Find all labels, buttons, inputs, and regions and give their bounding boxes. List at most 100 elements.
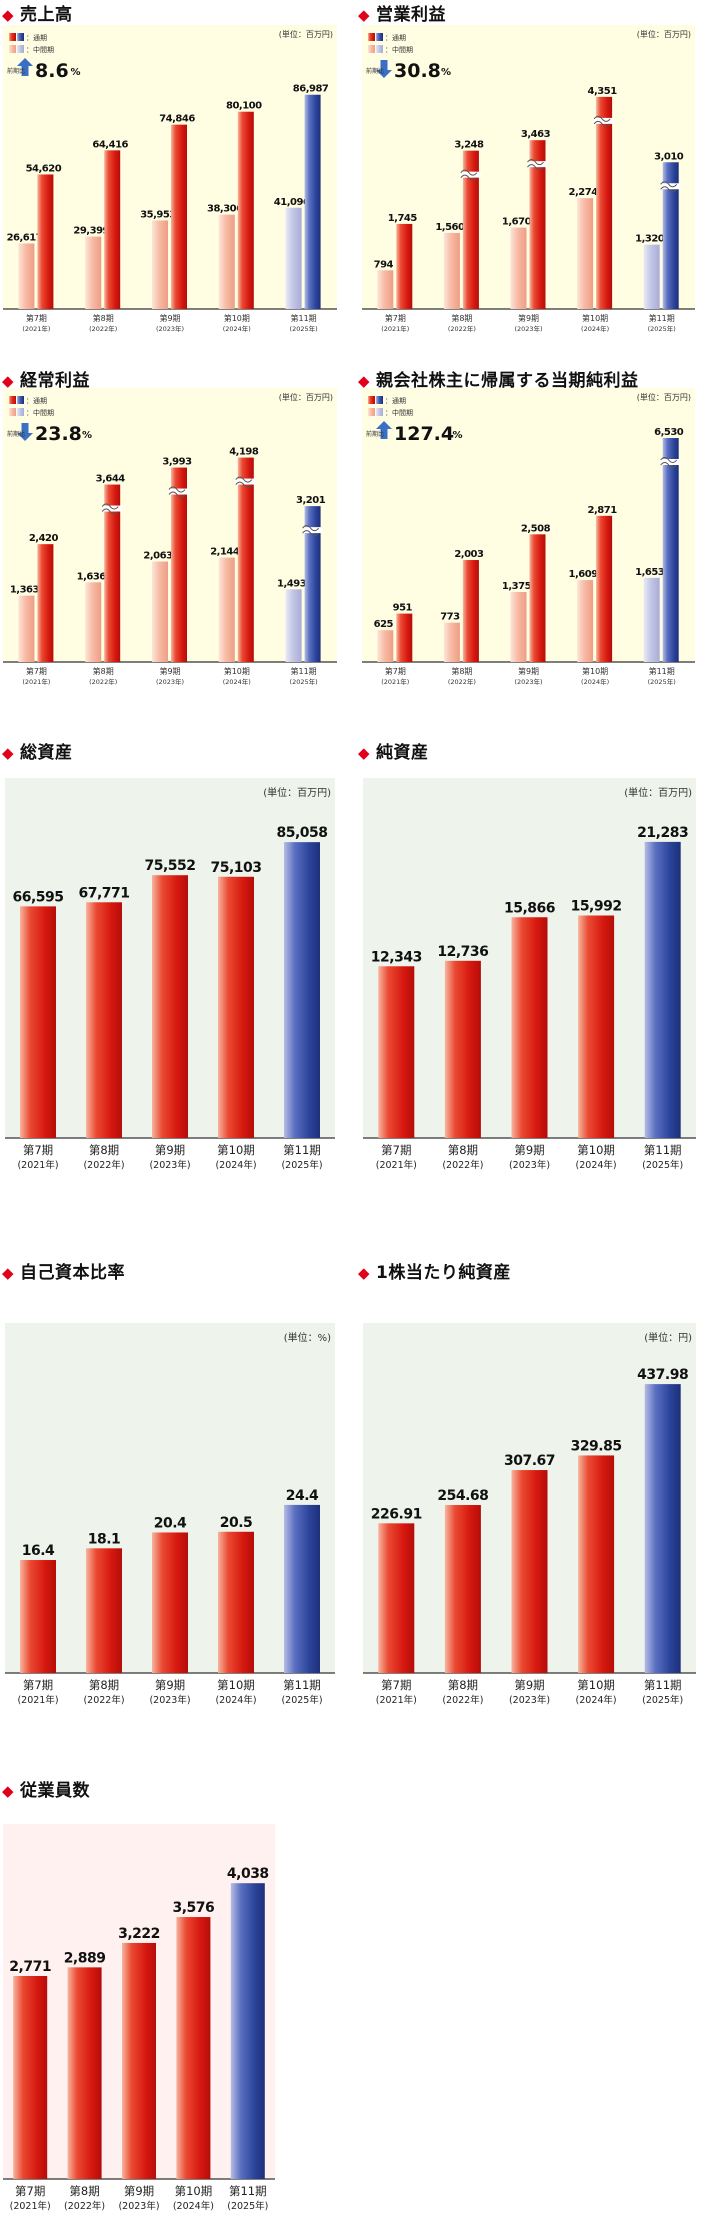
change-label: 前期比 bbox=[366, 430, 384, 438]
x-tick-year: (2023年) bbox=[156, 324, 184, 333]
panel-title: ◆ 営業利益 bbox=[358, 5, 447, 25]
bar bbox=[13, 1976, 48, 2179]
data-label: 2,889 bbox=[64, 1950, 106, 1966]
legend-swatch-red bbox=[9, 408, 16, 416]
x-tick-label: 第11期 bbox=[644, 1678, 682, 1692]
legend-label: ：通期 bbox=[26, 396, 47, 405]
x-tick-year: (2024年) bbox=[223, 324, 251, 333]
bar-interim bbox=[577, 580, 594, 662]
x-tick-year: (2022年) bbox=[89, 677, 117, 686]
arrow-up-icon bbox=[17, 58, 33, 76]
x-tick-label: 第10期 bbox=[217, 1678, 255, 1692]
data-label-interim: 1,493 bbox=[277, 578, 307, 589]
data-label: 307.67 bbox=[504, 1453, 555, 1469]
data-label: 20.5 bbox=[220, 1515, 253, 1531]
legend-label: ：中間期 bbox=[26, 45, 54, 54]
change-value: 23.8 bbox=[35, 423, 82, 445]
x-tick-year: (2022年) bbox=[89, 324, 117, 333]
data-label: 24.4 bbox=[286, 1488, 319, 1504]
panel-title: ◆ 自己資本比率 bbox=[2, 1263, 126, 1283]
data-label-annual: 64,416 bbox=[92, 139, 128, 150]
legend-swatch-blue bbox=[376, 33, 383, 41]
axis-break-mark bbox=[460, 169, 478, 181]
x-tick-year: (2022年) bbox=[448, 324, 476, 333]
x-tick-year: (2025年) bbox=[642, 1159, 683, 1171]
legend-swatch-blue bbox=[17, 408, 24, 416]
x-tick-year: (2024年) bbox=[223, 677, 251, 686]
x-tick-year: (2022年) bbox=[448, 677, 476, 686]
chart-total-assets: (単位：百万円) 66,595 第7期 (2021年) 67,771 第8期 (2022年)… bbox=[5, 778, 335, 1171]
data-label-annual: 4,351 bbox=[588, 86, 618, 97]
bar-interim bbox=[152, 220, 168, 309]
x-tick-label: 第7期 bbox=[26, 666, 47, 676]
bar-interim bbox=[643, 577, 660, 662]
bar-interim bbox=[643, 244, 660, 309]
bar-annual bbox=[462, 150, 479, 309]
data-label: 4,038 bbox=[227, 1866, 269, 1882]
x-tick-year: (2025年) bbox=[290, 677, 318, 686]
x-tick-year: (2021年) bbox=[376, 1159, 417, 1171]
diamond-icon: ◆ bbox=[2, 744, 15, 762]
plot-background bbox=[3, 388, 337, 662]
panel-net-income: ◆ 親会社株主に帰属する当期純利益 (単位：百万円) ：通期 ：中間期 前期比 127.4… bbox=[358, 366, 701, 696]
bar-interim bbox=[577, 198, 594, 309]
bar-annual bbox=[237, 457, 254, 662]
x-tick-label: 第7期 bbox=[381, 1143, 411, 1157]
panel-op-income: ◆ 営業利益 (単位：百万円) ：通期 ：中間期 前期比 30.8% 794 1,745 第7期… bbox=[358, 0, 701, 345]
x-tick-label: 第7期 bbox=[15, 2184, 45, 2198]
panel-total-assets: ◆ 総資産 (単位：百万円) 66,595 第7期 (2021年) 67,771 第8期 (2… bbox=[0, 738, 340, 1198]
bar-annual bbox=[304, 506, 321, 662]
x-tick-label: 第7期 bbox=[385, 666, 406, 676]
data-label-interim: 1,375 bbox=[502, 581, 532, 592]
x-tick-year: (2023年) bbox=[156, 677, 184, 686]
data-label-interim: 2,144 bbox=[210, 547, 240, 558]
panel-title: ◆ 経常利益 bbox=[2, 371, 91, 391]
x-tick-label: 第7期 bbox=[385, 313, 406, 323]
diamond-icon: ◆ bbox=[2, 1782, 15, 1800]
bar-annual bbox=[596, 96, 613, 309]
data-label-annual: 86,987 bbox=[293, 84, 329, 95]
x-tick-label: 第8期 bbox=[451, 313, 472, 323]
x-tick-label: 第8期 bbox=[451, 666, 472, 676]
bar-annual bbox=[304, 94, 321, 310]
x-tick-label: 第7期 bbox=[23, 1143, 53, 1157]
chart-net-assets: (単位：百万円) 12,343 第7期 (2021年) 12,736 第8期 (2022年)… bbox=[363, 778, 696, 1171]
x-tick-year: (2023年) bbox=[514, 677, 542, 686]
x-tick-label: 第8期 bbox=[93, 313, 114, 323]
bar bbox=[86, 1548, 122, 1673]
legend-swatch-red bbox=[9, 396, 16, 404]
x-tick-year: (2021年) bbox=[22, 324, 50, 333]
legend-swatch-red bbox=[368, 396, 375, 404]
x-tick-label: 第9期 bbox=[155, 1143, 185, 1157]
unit-label: (単位：百万円) bbox=[637, 392, 691, 402]
data-label-annual: 3,201 bbox=[296, 495, 326, 506]
legend-swatch-blue bbox=[17, 396, 24, 404]
x-tick-year: (2023年) bbox=[514, 324, 542, 333]
x-tick-year: (2024年) bbox=[581, 677, 609, 686]
diamond-icon: ◆ bbox=[2, 372, 15, 390]
unit-label: (単位：百万円) bbox=[279, 392, 333, 402]
axis-break-mark bbox=[168, 486, 186, 498]
unit-label: (単位：%) bbox=[284, 1331, 331, 1344]
x-tick-year: (2025年) bbox=[281, 1694, 322, 1706]
diamond-icon: ◆ bbox=[358, 1264, 371, 1282]
x-tick-year: (2021年) bbox=[381, 677, 409, 686]
data-label-annual: 54,620 bbox=[26, 163, 62, 174]
axis-break-mark bbox=[302, 525, 319, 537]
data-label-annual: 951 bbox=[393, 603, 413, 614]
data-label: 66,595 bbox=[12, 889, 63, 905]
x-tick-year: (2022年) bbox=[442, 1694, 483, 1706]
x-tick-label: 第11期 bbox=[283, 1143, 321, 1157]
panel-sales: ◆ 売上高 (単位：百万円) ：通期 ：中間期 前期比 8.6% 26,617 54,620 第… bbox=[0, 0, 340, 345]
x-tick-year: (2023年) bbox=[118, 2200, 159, 2212]
unit-label: (単位：百万円) bbox=[279, 29, 333, 39]
unit-label: (単位：百万円) bbox=[637, 29, 691, 39]
bar bbox=[176, 1917, 211, 2179]
x-tick-year: (2021年) bbox=[376, 1694, 417, 1706]
change-label: 前期比 bbox=[366, 67, 384, 75]
bar bbox=[284, 842, 320, 1138]
change-unit: % bbox=[453, 430, 463, 441]
bar-interim bbox=[285, 589, 302, 662]
x-tick-label: 第7期 bbox=[26, 313, 47, 323]
